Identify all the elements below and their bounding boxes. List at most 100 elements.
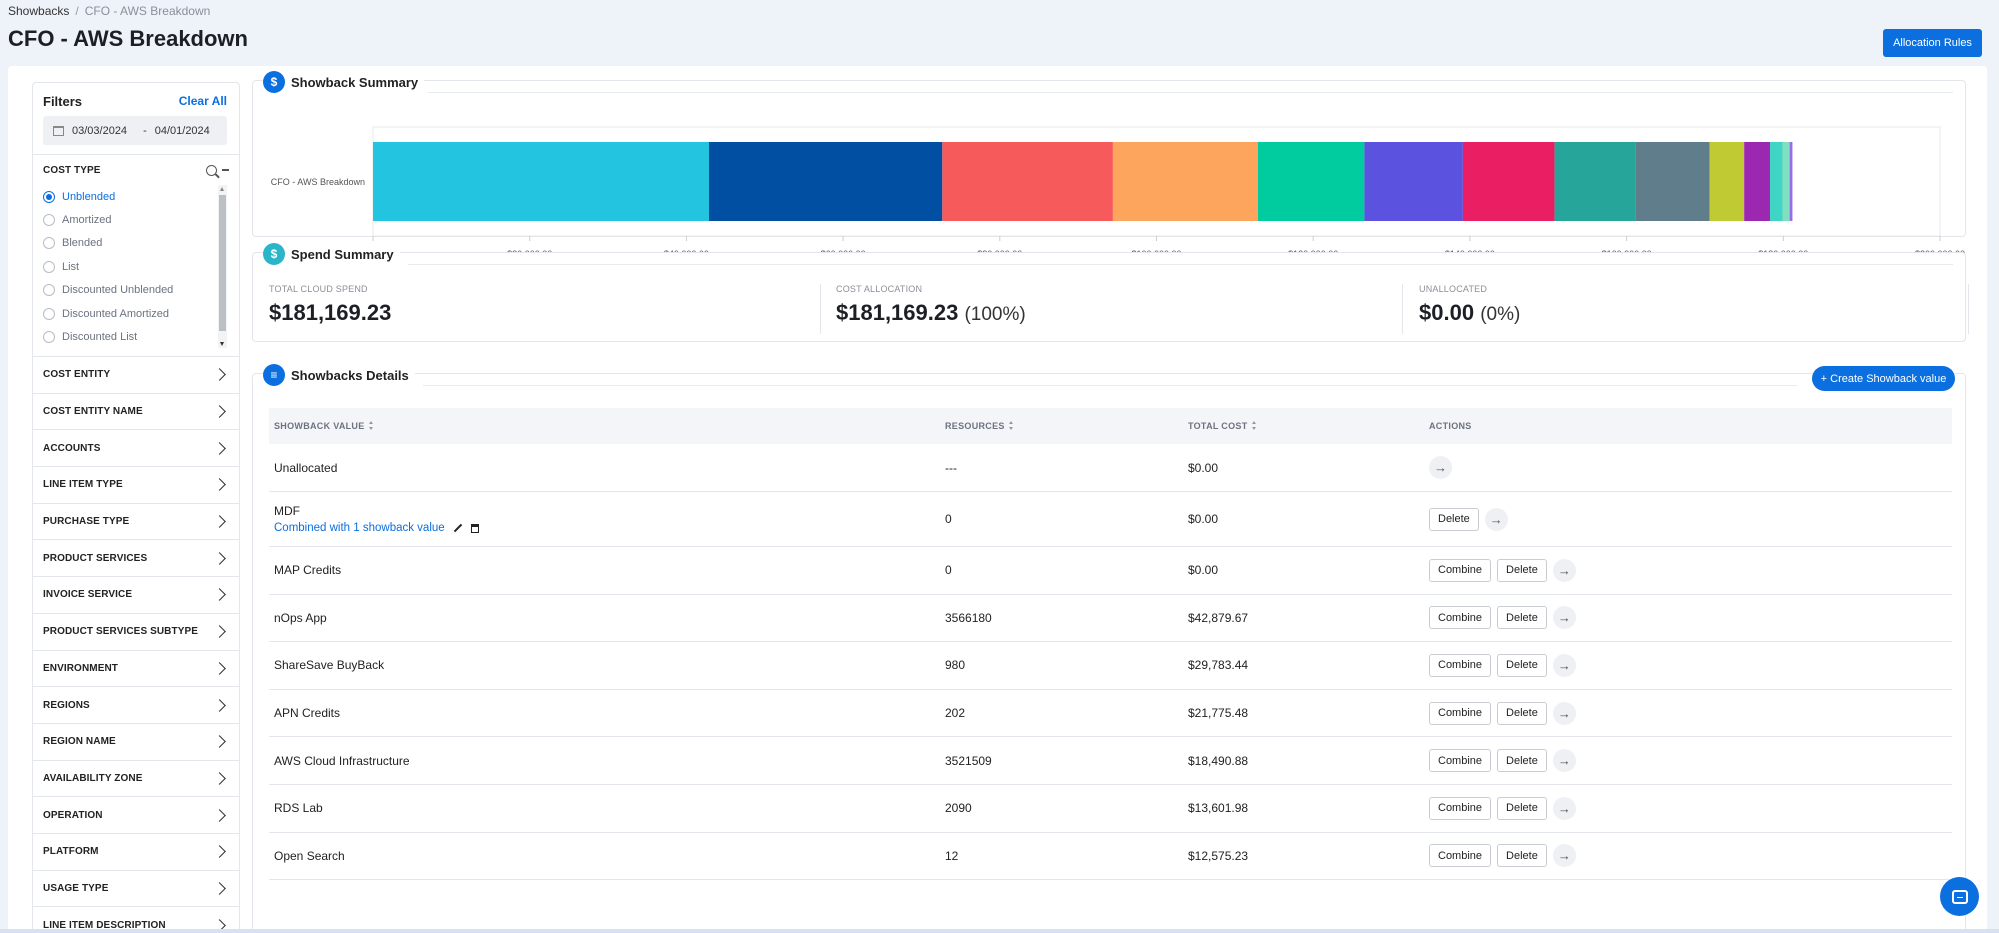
delete-button[interactable]: Delete: [1429, 507, 1479, 531]
breadcrumb-parent-link[interactable]: Showbacks: [8, 4, 70, 18]
clear-all-button[interactable]: Clear All: [178, 94, 227, 108]
chart-bar-segment[interactable]: [1782, 142, 1790, 221]
filter-section[interactable]: OPERATION: [33, 797, 239, 834]
radio-button[interactable]: [43, 260, 55, 273]
cost-type-option[interactable]: Blended: [43, 232, 239, 255]
column-header-total-cost[interactable]: TOTAL COST: [1183, 421, 1424, 431]
combine-button[interactable]: Combine: [1429, 558, 1492, 582]
cost-type-option[interactable]: Amortized: [43, 208, 239, 231]
chart-bar-segment[interactable]: [373, 142, 709, 221]
cost-type-option[interactable]: Discounted Unblended: [43, 279, 239, 302]
cost-type-option[interactable]: Discounted List: [43, 325, 239, 348]
filter-section[interactable]: INVOICE SERVICE: [33, 577, 239, 614]
combine-button[interactable]: Combine: [1429, 796, 1492, 820]
arrow-right-icon[interactable]: →: [1552, 558, 1576, 582]
combine-button[interactable]: Combine: [1429, 749, 1492, 773]
chevron-right-icon[interactable]: [213, 698, 226, 712]
sort-icon[interactable]: [1008, 421, 1014, 430]
filter-section[interactable]: LINE ITEM DESCRIPTION: [33, 907, 239, 933]
chart-bar-segment[interactable]: [1744, 142, 1771, 221]
delete-button[interactable]: Delete: [1497, 796, 1547, 820]
chart-bar-segment[interactable]: [1635, 142, 1710, 221]
delete-button[interactable]: Delete: [1497, 653, 1547, 677]
chevron-right-icon[interactable]: [213, 478, 226, 492]
combine-button[interactable]: Combine: [1429, 606, 1492, 630]
radio-button[interactable]: [43, 331, 55, 344]
delete-button[interactable]: Delete: [1497, 558, 1547, 582]
chart-bar-segment[interactable]: [942, 142, 1113, 221]
filter-section[interactable]: REGION NAME: [33, 724, 239, 761]
combined-link[interactable]: Combined with 1 showback value: [274, 522, 445, 534]
create-showback-value-button[interactable]: + Create Showback value: [1812, 366, 1955, 391]
filter-section[interactable]: LINE ITEM TYPE: [33, 467, 239, 504]
delete-button[interactable]: Delete: [1497, 701, 1547, 725]
arrow-right-icon[interactable]: →: [1552, 844, 1576, 868]
scroll-up-icon[interactable]: [220, 187, 224, 191]
chevron-right-icon[interactable]: [213, 808, 226, 822]
collapse-icon[interactable]: [222, 169, 229, 171]
filter-section[interactable]: PRODUCT SERVICES SUBTYPE: [33, 614, 239, 651]
chevron-right-icon[interactable]: [213, 368, 226, 382]
combine-button[interactable]: Combine: [1429, 653, 1492, 677]
chat-button[interactable]: [1940, 877, 1979, 916]
arrow-right-icon[interactable]: →: [1484, 507, 1508, 531]
arrow-right-icon[interactable]: →: [1552, 606, 1576, 630]
allocation-rules-button[interactable]: Allocation Rules: [1883, 29, 1982, 57]
arrow-right-icon[interactable]: →: [1552, 701, 1576, 725]
filter-section[interactable]: ENVIRONMENT: [33, 651, 239, 688]
cost-type-option[interactable]: Unblended: [43, 185, 239, 208]
chart-bar-segment[interactable]: [708, 142, 943, 221]
chart-bar-segment[interactable]: [1554, 142, 1636, 221]
chevron-right-icon[interactable]: [213, 551, 226, 565]
chart-bar-segment[interactable]: [1364, 142, 1463, 221]
sort-icon[interactable]: [1251, 421, 1257, 430]
radio-button[interactable]: [43, 237, 55, 250]
filter-section[interactable]: PLATFORM: [33, 834, 239, 871]
scroll-down-icon[interactable]: [220, 342, 224, 346]
column-header-showback-value[interactable]: SHOWBACK VALUE: [269, 421, 940, 431]
edit-icon[interactable]: [453, 523, 462, 533]
search-icon[interactable]: [206, 164, 217, 176]
chevron-right-icon[interactable]: [213, 845, 226, 859]
arrow-right-icon[interactable]: →: [1552, 796, 1576, 820]
chart-bar-segment[interactable]: [1709, 142, 1745, 221]
arrow-right-icon[interactable]: →: [1552, 653, 1576, 677]
arrow-right-icon[interactable]: →: [1552, 749, 1576, 773]
radio-button[interactable]: [43, 214, 55, 227]
chevron-right-icon[interactable]: [213, 588, 226, 602]
date-range-picker[interactable]: 03/03/2024 - 04/01/2024: [43, 116, 227, 145]
sort-icon[interactable]: [368, 421, 374, 430]
cost-type-scrollbar[interactable]: [218, 185, 227, 348]
chevron-right-icon[interactable]: [213, 882, 226, 895]
scroll-thumb[interactable]: [219, 195, 226, 331]
filter-section[interactable]: USAGE TYPE: [33, 871, 239, 908]
column-header-resources[interactable]: RESOURCES: [940, 421, 1183, 431]
radio-button[interactable]: [43, 307, 55, 320]
arrow-right-icon[interactable]: →: [1429, 456, 1452, 479]
filter-section[interactable]: COST ENTITY NAME: [33, 394, 239, 431]
chart-bar-segment[interactable]: [1789, 142, 1793, 221]
combine-button[interactable]: Combine: [1429, 701, 1492, 725]
radio-button[interactable]: [43, 284, 55, 297]
chevron-right-icon[interactable]: [213, 405, 226, 418]
filter-section[interactable]: AVAILABILITY ZONE: [33, 761, 239, 798]
chart-bar-segment[interactable]: [1770, 142, 1783, 221]
chart-bar-segment[interactable]: [1257, 142, 1365, 221]
chevron-right-icon[interactable]: [213, 441, 226, 455]
cost-type-option[interactable]: List: [43, 255, 239, 278]
delete-button[interactable]: Delete: [1497, 749, 1547, 773]
chevron-right-icon[interactable]: [213, 515, 226, 528]
filter-section[interactable]: ACCOUNTS: [33, 430, 239, 468]
chart-bar-segment[interactable]: [1112, 142, 1258, 221]
filter-section[interactable]: PURCHASE TYPE: [33, 504, 239, 541]
chevron-right-icon[interactable]: [213, 772, 226, 785]
combine-button[interactable]: Combine: [1429, 844, 1492, 868]
filter-section[interactable]: PRODUCT SERVICES: [33, 540, 239, 578]
chevron-right-icon[interactable]: [213, 625, 226, 639]
chart-bar-segment[interactable]: [1462, 142, 1555, 221]
chevron-right-icon[interactable]: [213, 661, 226, 675]
filter-section[interactable]: REGIONS: [33, 687, 239, 724]
delete-button[interactable]: Delete: [1497, 844, 1547, 868]
radio-button[interactable]: [43, 190, 55, 203]
chevron-right-icon[interactable]: [213, 735, 226, 749]
